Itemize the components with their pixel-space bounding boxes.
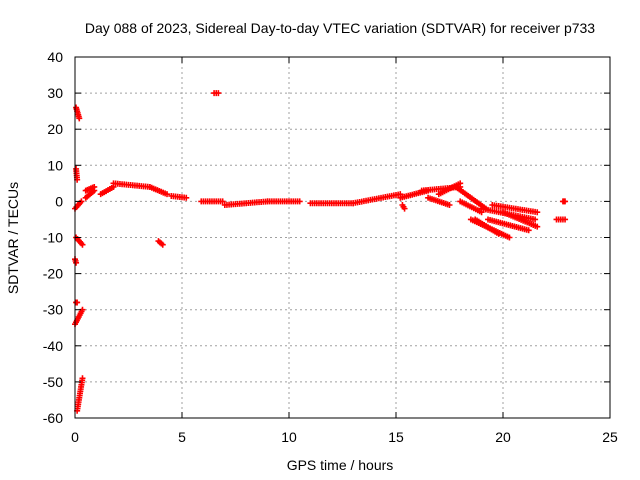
data-point [562,198,569,205]
y-tick-label: 20 [47,121,63,137]
chart-title: Day 088 of 2023, Sidereal Day-to-day VTE… [85,20,595,36]
x-tick-label: 20 [495,429,511,445]
y-tick-label: -20 [43,266,63,282]
y-tick-label: 30 [47,85,63,101]
x-tick-label: 0 [71,429,79,445]
data-point [73,259,80,266]
y-tick-label: 10 [47,157,63,173]
data-point [401,205,408,212]
x-tick-label: 5 [178,429,186,445]
y-tick-label: -10 [43,230,63,246]
data-point [296,198,303,205]
y-tick-label: 40 [47,49,63,65]
data-point [219,198,226,205]
data-point [534,209,541,216]
data-point [525,227,532,234]
data-point [446,202,453,209]
y-tick-label: -30 [43,302,63,318]
data-point [495,230,502,237]
data-point [91,183,98,190]
data-point [215,90,222,97]
data-point [76,115,83,122]
data-points [72,90,569,414]
y-tick-label: 0 [55,193,63,209]
data-point [183,194,190,201]
data-point [562,216,569,223]
data-point [159,241,166,248]
data-point [164,191,171,198]
data-point [79,241,86,248]
grid-lines [75,57,610,418]
y-tick-label: -60 [43,410,63,426]
axis-ticks: 0 5 10 15 20 25 40 30 20 10 0 -10 -20 -30 -40 -50 -60 [43,49,618,445]
x-tick-label: 10 [281,429,297,445]
y-tick-label: -50 [43,374,63,390]
data-point [79,375,86,382]
data-point [534,223,541,230]
data-point [457,180,464,187]
data-point [506,234,513,241]
y-axis-label: SDTVAR / TECUs [5,182,21,294]
x-tick-label: 15 [388,429,404,445]
data-point [532,216,539,223]
y-tick-label: -40 [43,338,63,354]
x-tick-label: 25 [602,429,618,445]
x-axis-label: GPS time / hours [287,457,394,473]
